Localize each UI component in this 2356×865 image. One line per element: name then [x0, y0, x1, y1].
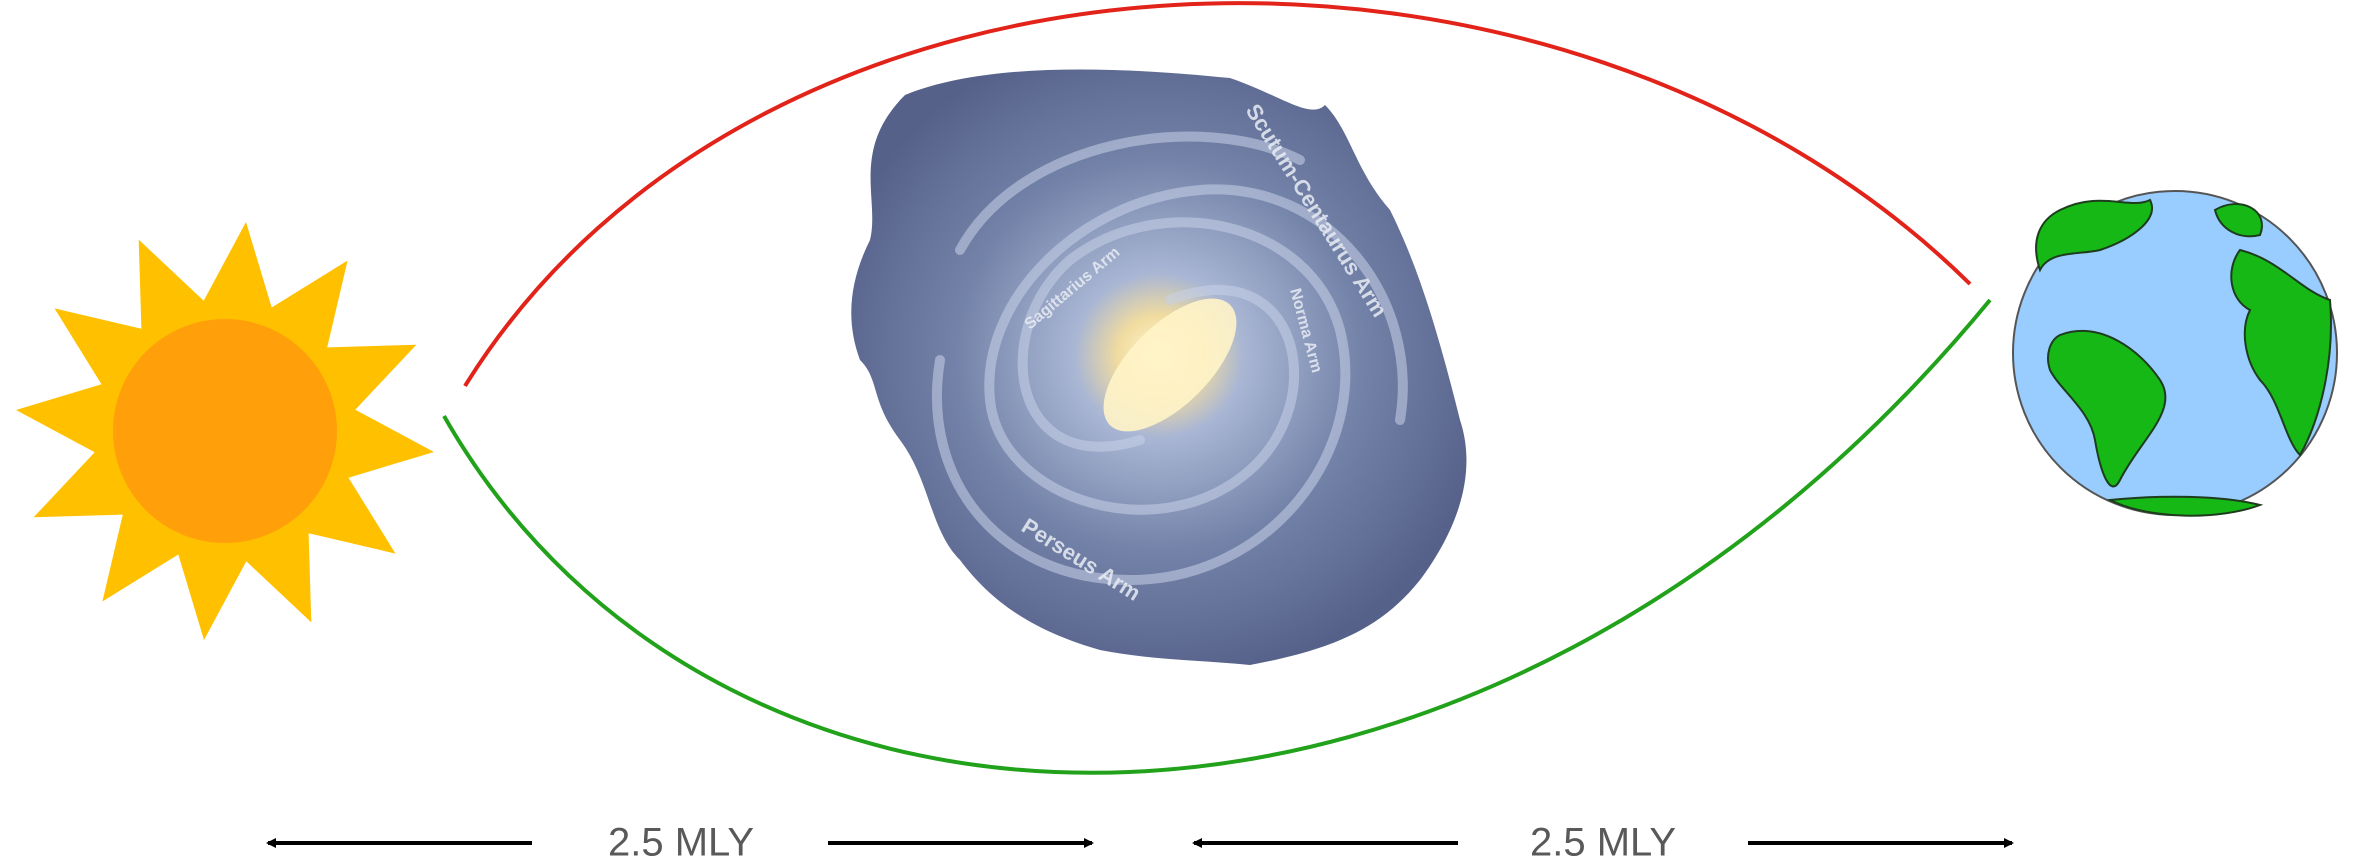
sun [16, 222, 434, 640]
distance-label: 2.5 MLY [1530, 821, 1676, 865]
red-path [463, 1, 1972, 388]
green-path [442, 298, 1992, 775]
galaxy: Scutum-Centaurus Arm Perseus Arm Sagitta… [851, 69, 1467, 665]
sun-core [113, 319, 337, 543]
distance-label: 2.5 MLY [608, 821, 754, 865]
earth [2012, 190, 2338, 517]
